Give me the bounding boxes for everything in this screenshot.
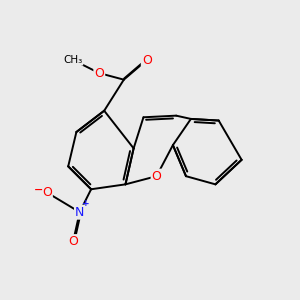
Text: O: O bbox=[142, 53, 152, 67]
Text: −: − bbox=[34, 184, 43, 195]
Text: CH₃: CH₃ bbox=[64, 55, 83, 65]
Text: O: O bbox=[68, 235, 78, 248]
Text: N: N bbox=[75, 206, 84, 219]
Text: O: O bbox=[152, 170, 161, 183]
Text: +: + bbox=[82, 200, 90, 208]
Text: O: O bbox=[94, 67, 104, 80]
Text: O: O bbox=[42, 186, 52, 199]
